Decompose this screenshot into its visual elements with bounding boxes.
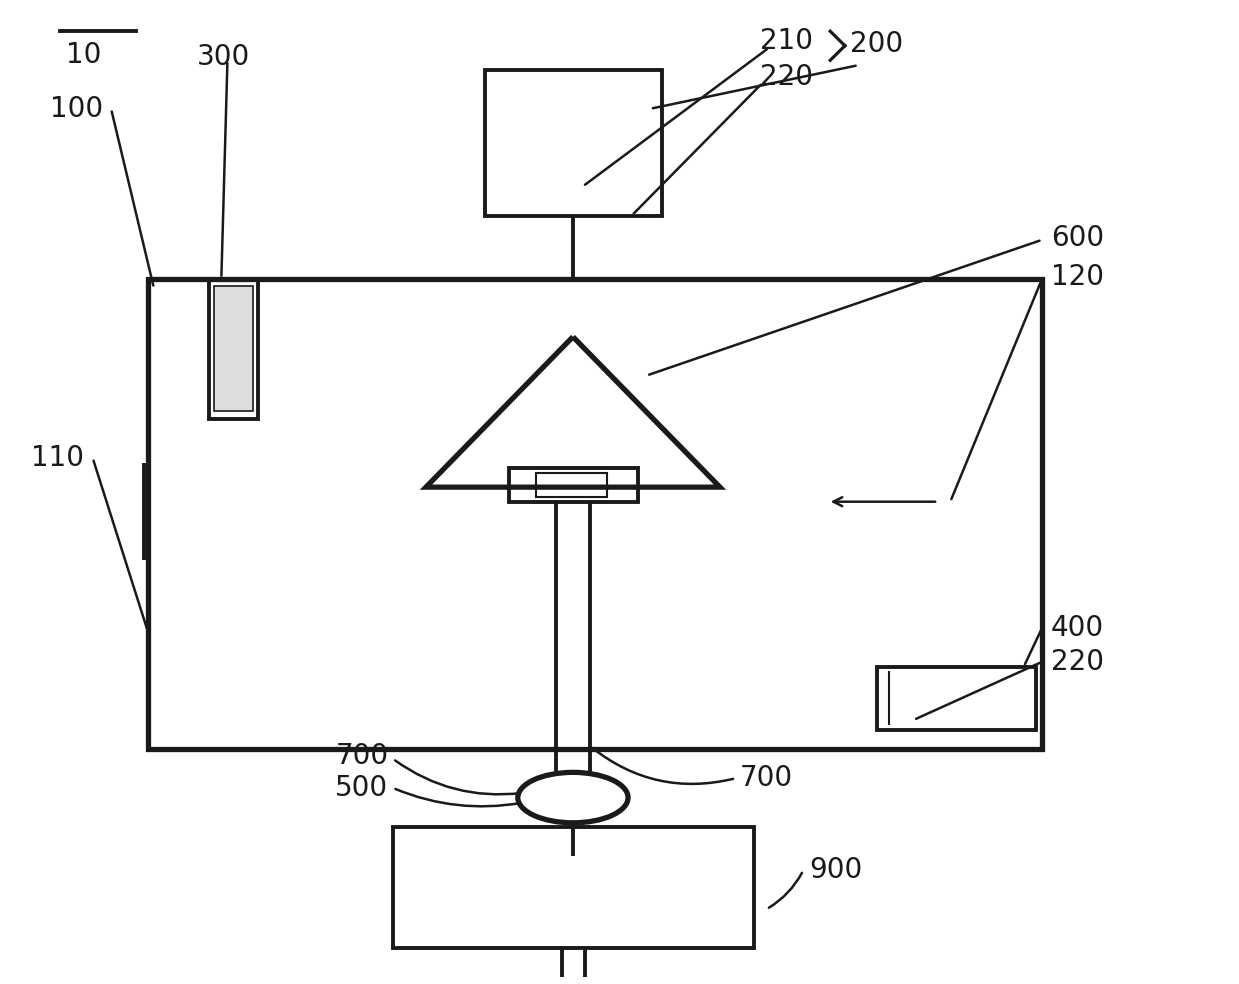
Text: 200: 200 bbox=[850, 30, 903, 58]
Text: 600: 600 bbox=[1051, 223, 1104, 252]
Text: 900: 900 bbox=[809, 856, 862, 885]
Bar bbox=[393, 827, 755, 948]
Text: 700: 700 bbox=[740, 765, 793, 792]
Text: 10: 10 bbox=[66, 41, 102, 69]
Text: 700: 700 bbox=[336, 742, 388, 769]
Text: 100: 100 bbox=[50, 94, 103, 123]
Text: 500: 500 bbox=[336, 773, 388, 802]
Text: 400: 400 bbox=[1051, 614, 1104, 642]
Text: 220: 220 bbox=[1051, 647, 1104, 676]
Text: 210: 210 bbox=[761, 27, 813, 55]
Bar bbox=[214, 286, 253, 411]
Ellipse shape bbox=[518, 772, 628, 823]
Text: 120: 120 bbox=[1051, 263, 1104, 290]
Bar bbox=[147, 278, 1042, 749]
Text: 300: 300 bbox=[197, 43, 250, 72]
Bar bbox=[484, 70, 663, 215]
Text: 110: 110 bbox=[31, 444, 84, 472]
Bar bbox=[877, 666, 1036, 730]
Bar bbox=[536, 472, 607, 497]
Bar bbox=[209, 278, 258, 419]
Text: 220: 220 bbox=[761, 63, 813, 91]
Bar bbox=[509, 467, 638, 502]
